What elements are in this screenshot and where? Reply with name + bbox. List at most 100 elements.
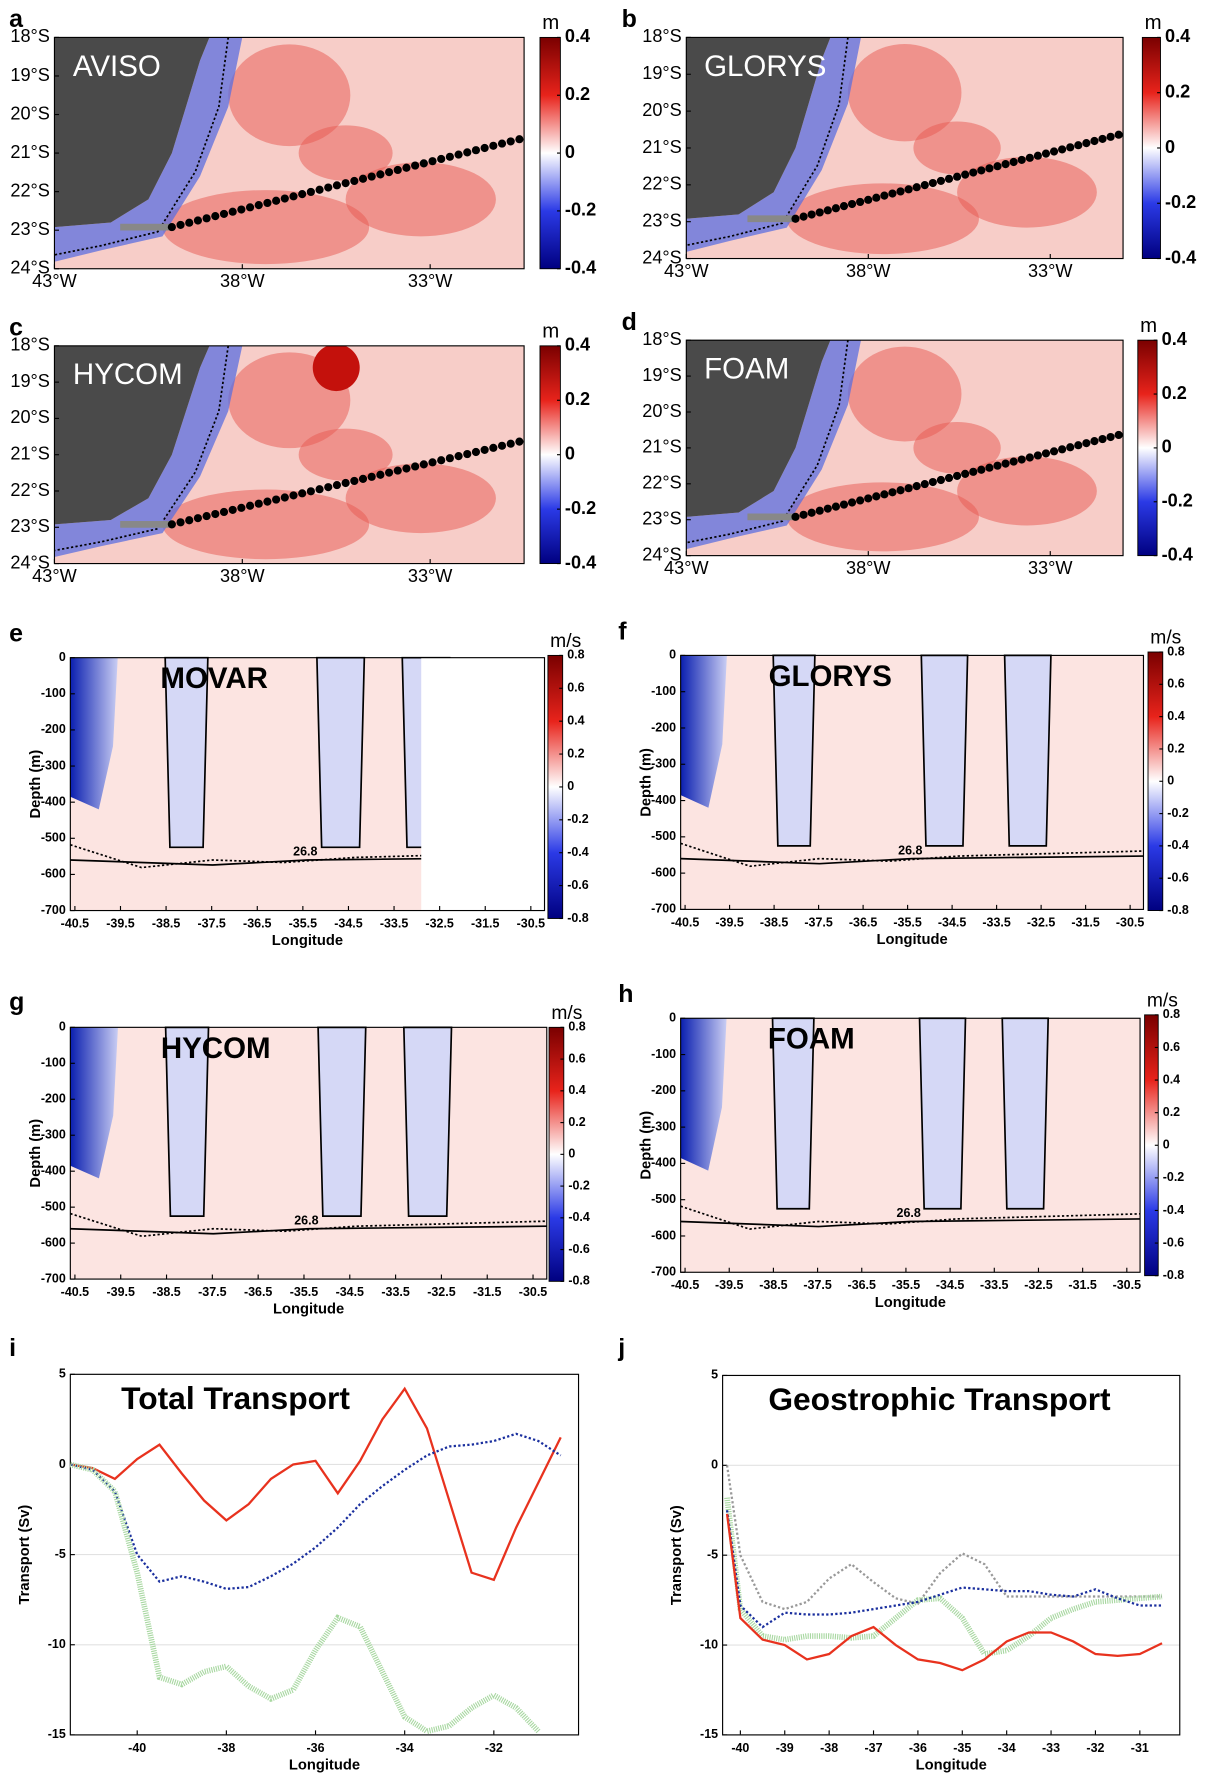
x-tick-label: -37.5: [803, 1278, 831, 1292]
westward-flow: [1002, 1018, 1048, 1208]
x-tick-label: 33°W: [1028, 558, 1073, 578]
section-title: GLORYS: [769, 660, 892, 693]
colorbar-tick-label: 0.4: [568, 1083, 585, 1097]
transect-station: [969, 468, 977, 476]
colorbar-tick-label: 0.6: [568, 1051, 585, 1065]
transect-station: [176, 221, 184, 229]
x-tick-label: 38°W: [846, 261, 891, 281]
transect-station: [333, 481, 341, 489]
transect-station: [446, 153, 454, 161]
x-tick-label: -36.5: [244, 1285, 272, 1299]
transect-station: [481, 144, 489, 152]
y-tick-label: -600: [651, 1228, 676, 1242]
transect-station: [315, 485, 323, 493]
transect-station: [1026, 154, 1034, 162]
x-tick-label: -39.5: [715, 1278, 743, 1292]
colorbar-tick-label: 0: [1163, 1138, 1170, 1152]
transect-station: [237, 504, 245, 512]
colorbar-tick-label: 0: [565, 444, 575, 464]
transect-station: [799, 511, 807, 519]
transect-station: [376, 170, 384, 178]
transect-station: [1034, 152, 1042, 160]
y-tick-label: -600: [651, 865, 676, 879]
transect-station: [1010, 158, 1018, 166]
westward-flow: [920, 1018, 966, 1208]
transect-station: [420, 159, 428, 167]
x-tick-label: -36.5: [849, 915, 877, 929]
x-tick-label: -37.5: [198, 1285, 226, 1299]
transect-station: [888, 488, 896, 496]
y-axis-label: Depth (m): [28, 750, 44, 819]
transect-station: [848, 200, 856, 208]
transect-station: [961, 470, 969, 478]
y-tick-label: 19°S: [642, 365, 682, 385]
transect-station: [824, 505, 832, 513]
transect-station: [203, 512, 211, 520]
transect-station: [913, 183, 921, 191]
x-tick-label: -33.5: [380, 916, 408, 930]
transect-station: [515, 438, 523, 446]
colorbar-tick-label: -0.2: [568, 1178, 590, 1192]
colorbar-tick-label: 0.6: [1167, 677, 1184, 691]
section-title: FOAM: [768, 1023, 855, 1056]
annotation: 26.8: [898, 843, 922, 857]
transect-station: [402, 164, 410, 172]
y-tick-label: -500: [651, 829, 676, 843]
y-tick-label: -700: [651, 1265, 676, 1279]
x-tick-label: -34.5: [938, 915, 966, 929]
transect-station: [289, 192, 297, 200]
transect-station: [229, 506, 237, 514]
map-title: HYCOM: [73, 358, 183, 391]
x-tick-label: -33.5: [980, 1278, 1008, 1292]
y-axis-label: Transport (Sv): [669, 1505, 685, 1605]
x-tick-label: -34: [396, 1741, 414, 1755]
y-tick-label: -700: [651, 902, 676, 916]
transect-station: [368, 172, 376, 180]
transect-station: [385, 469, 393, 477]
colorbar-tick-label: 0.2: [1162, 383, 1187, 403]
transect-station: [385, 168, 393, 176]
x-tick-label: -32.5: [427, 1285, 455, 1299]
transect-station: [324, 183, 332, 191]
transect-station: [446, 454, 454, 462]
y-tick-label: -600: [41, 1235, 66, 1249]
transect-station: [289, 491, 297, 499]
transect-station: [953, 472, 961, 480]
transect-station: [1107, 433, 1115, 441]
transect-station: [229, 208, 237, 216]
y-axis-label: Depth (m): [638, 748, 654, 817]
transect-station: [929, 179, 937, 187]
transect-station: [1090, 137, 1098, 145]
colorbar-tick-label: -0.4: [565, 552, 596, 572]
transect-station: [1098, 435, 1106, 443]
y-tick-label: -15: [48, 1727, 66, 1741]
x-tick-label: 38°W: [846, 558, 891, 578]
colorbar-tick-label: -0.2: [567, 812, 589, 826]
y-tick-label: 0: [59, 1020, 66, 1034]
x-tick-label: -32.5: [425, 916, 453, 930]
x-tick-label: -40: [731, 1741, 749, 1755]
transect-station: [246, 502, 254, 510]
transect-station: [977, 466, 985, 474]
transect-station: [977, 166, 985, 174]
y-tick-label: 21°S: [642, 137, 682, 157]
x-tick-label: -30.5: [517, 916, 545, 930]
colorbar-tick-label: -0.2: [1162, 491, 1193, 511]
x-tick-label: -37: [865, 1741, 883, 1755]
transect-station: [350, 477, 358, 485]
transect-station: [272, 197, 280, 205]
panel-letter: i: [9, 1334, 16, 1362]
westward-flow: [318, 1027, 366, 1216]
panel-letter: a: [9, 5, 24, 33]
annotation: 26.8: [897, 1206, 921, 1220]
transect-station: [832, 204, 840, 212]
series-line: [727, 1498, 1162, 1654]
section-title: MOVAR: [160, 662, 268, 695]
transect-station: [880, 192, 888, 200]
x-tick-label: 33°W: [408, 271, 453, 291]
y-tick-label: -400: [41, 1163, 66, 1177]
eddy: [313, 344, 360, 391]
transect-station: [1115, 431, 1123, 439]
figure: AVISO43°W38°W33°W18°S19°S20°S21°S22°S23°…: [0, 0, 1207, 1778]
panel-letter: e: [9, 620, 23, 648]
